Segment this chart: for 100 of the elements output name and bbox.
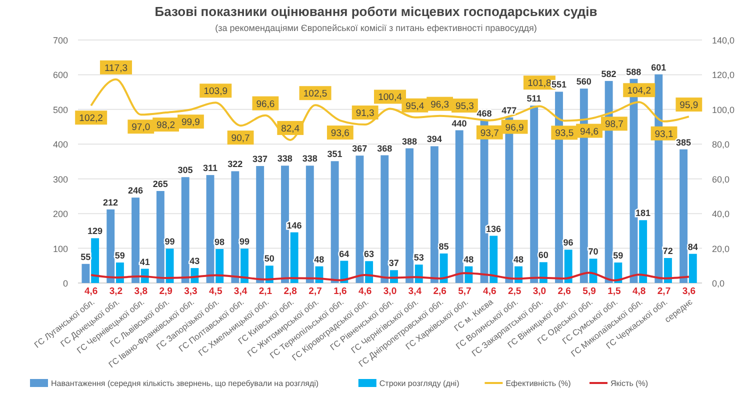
- y2-tick-label: 140,0: [712, 36, 735, 46]
- data-label: 477: [502, 105, 517, 116]
- y-tick-label: 600: [52, 70, 68, 80]
- data-label: 84: [688, 242, 698, 252]
- bar: [664, 258, 672, 283]
- bar: [530, 106, 538, 283]
- data-label: 48: [464, 254, 474, 264]
- data-label: 2,8: [284, 286, 297, 297]
- bar: [680, 149, 688, 283]
- data-label: 96,6: [256, 98, 275, 110]
- data-label: 63: [364, 249, 374, 260]
- bar: [82, 264, 90, 283]
- bar: [290, 232, 298, 283]
- data-label: 101,8: [528, 78, 552, 90]
- data-label: 97,0: [132, 122, 150, 134]
- data-label: 588: [626, 66, 642, 77]
- data-label: 53: [414, 252, 424, 263]
- data-label: 3,8: [134, 286, 148, 297]
- data-label: 511: [526, 94, 542, 104]
- data-label: 60: [538, 250, 548, 260]
- data-label: 601: [651, 62, 666, 72]
- data-label: 265: [152, 179, 168, 190]
- data-label: 96,9: [505, 122, 524, 134]
- data-label: 55: [80, 252, 91, 262]
- data-label: 104,2: [627, 86, 651, 97]
- data-label: 4,5: [209, 286, 223, 297]
- data-label: 102,2: [79, 113, 103, 124]
- data-label: 394: [426, 134, 442, 144]
- data-label: 3,0: [383, 286, 397, 297]
- y-tick-label: 0: [62, 278, 68, 288]
- y-tick-label: 400: [52, 140, 68, 150]
- legend-label: Навантаження (середня кількість звернень, що перебували на розгляді): [51, 379, 319, 388]
- data-label: 3,2: [109, 286, 123, 297]
- data-label: 4,8: [632, 286, 646, 297]
- legend-label: Строки розгляду (дні): [379, 379, 460, 388]
- data-label: 4,6: [84, 286, 98, 297]
- bar: [440, 253, 448, 283]
- data-label: 48: [513, 254, 524, 264]
- data-label: 48: [314, 254, 324, 264]
- data-label: 90,7: [231, 133, 250, 144]
- y-tick-label: 200: [52, 209, 68, 220]
- data-label: 96: [563, 238, 574, 248]
- data-label: 4,6: [483, 286, 496, 297]
- data-label: 385: [676, 137, 692, 148]
- bar: [688, 254, 697, 283]
- data-label: 41: [140, 256, 150, 267]
- data-label: 2,6: [433, 286, 446, 297]
- data-label: 99: [239, 236, 250, 247]
- data-label: 388: [402, 136, 418, 146]
- data-label: 64: [339, 248, 350, 259]
- data-label: 560: [576, 76, 592, 87]
- y-tick-label: 100: [52, 244, 68, 254]
- data-label: 99: [164, 236, 175, 247]
- data-label: 1,5: [608, 286, 622, 297]
- data-label: 96,3: [430, 99, 450, 110]
- bar: [116, 262, 124, 283]
- data-label: 70: [588, 246, 598, 257]
- data-label: 98,2: [156, 120, 176, 132]
- data-label: 2,9: [159, 286, 172, 297]
- data-label: 95,9: [680, 100, 698, 112]
- data-label: 368: [377, 143, 392, 154]
- bar: [639, 220, 648, 283]
- data-label: 99,9: [181, 117, 200, 128]
- data-label: 37: [388, 258, 399, 268]
- y2-tick-label: 100,0: [712, 104, 735, 115]
- data-label: 322: [228, 159, 243, 170]
- data-label: 3,3: [184, 286, 198, 297]
- data-label: 2,7: [308, 286, 322, 297]
- bar: [564, 250, 572, 283]
- bar: [206, 175, 214, 283]
- data-label: 59: [114, 250, 125, 261]
- y-tick-label: 500: [52, 104, 68, 115]
- data-label: 91,3: [356, 108, 374, 120]
- bar: [256, 166, 264, 283]
- data-label: 95,3: [455, 101, 474, 112]
- data-label: 311: [202, 163, 218, 174]
- data-label: 367: [352, 144, 368, 154]
- bar: [106, 209, 115, 283]
- data-label: 351: [327, 149, 342, 160]
- data-label: 93,5: [555, 128, 574, 140]
- y-tick-label: 700: [52, 36, 68, 46]
- data-label: 98,7: [604, 119, 624, 130]
- bar: [455, 130, 464, 283]
- data-label: 338: [277, 154, 292, 164]
- bar: [231, 171, 240, 283]
- data-label: 102,5: [303, 88, 328, 100]
- data-label: 3,4: [408, 286, 422, 297]
- bar: [306, 166, 314, 283]
- legend-label: Ефективність (%): [506, 379, 572, 388]
- y2-tick-label: 120,0: [712, 70, 735, 80]
- data-label: 338: [302, 154, 318, 164]
- y-tick-label: 300: [52, 174, 68, 184]
- bar: [340, 260, 348, 283]
- data-label: 1,6: [334, 286, 347, 297]
- data-label: 5,7: [458, 286, 472, 297]
- data-label: 50: [264, 254, 274, 264]
- data-label: 337: [252, 154, 268, 164]
- bar: [430, 146, 438, 283]
- bar: [490, 236, 498, 283]
- bar: [181, 177, 190, 283]
